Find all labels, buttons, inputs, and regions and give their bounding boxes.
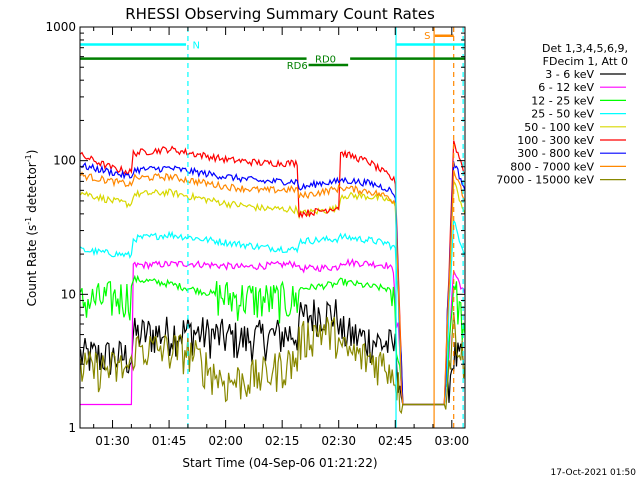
x-tick-label-3: 02:15 xyxy=(265,434,300,448)
series-line-8 xyxy=(79,312,466,415)
series-line-7 xyxy=(79,170,466,406)
y-tick-label-0: 1 xyxy=(68,421,76,435)
x-tick-label-2: 02:00 xyxy=(208,434,243,448)
x-axis-label: Start Time (04-Sep-06 01:21:22) xyxy=(182,456,377,470)
legend-entry-1: 6 - 12 keV xyxy=(538,81,594,94)
legend-entry-2: 12 - 25 keV xyxy=(531,94,594,107)
legend-entry-3: 25 - 50 keV xyxy=(531,108,594,121)
decim-bar-label-1: RD6 xyxy=(287,61,308,72)
legend-header-1: Det 1,3,4,5,6,9, xyxy=(542,42,628,55)
legend-entry-6: 300 - 800 keV xyxy=(517,147,594,160)
saa-bar-label-0: S xyxy=(424,31,430,42)
x-tick-label-0: 01:30 xyxy=(95,434,130,448)
y-axis-label-main: Count Rate (s xyxy=(25,225,39,307)
y-axis-label-sup1: -1 xyxy=(24,217,33,225)
y-axis-label-mid: detector xyxy=(25,162,39,217)
chart-title: RHESSI Observing Summary Count Rates xyxy=(125,5,435,23)
y-tick-label-3: 1000 xyxy=(45,20,76,34)
series-line-0 xyxy=(79,299,466,406)
legend-entry-4: 50 - 100 keV xyxy=(524,121,594,134)
axes-frame xyxy=(79,26,466,429)
legend-entry-7: 800 - 7000 keV xyxy=(510,160,594,173)
decim-bar-label-0: RD0 xyxy=(315,55,336,66)
y-tick-label-1: 10 xyxy=(61,287,76,301)
series-line-6 xyxy=(80,161,466,406)
x-tick-label-6: 03:00 xyxy=(435,434,470,448)
x-tick-label-4: 02:30 xyxy=(321,434,356,448)
legend-entry-8: 7000 - 15000 keV xyxy=(496,174,594,187)
legend-entry-0: 3 - 6 keV xyxy=(545,68,594,81)
footer-timestamp: 17-Oct-2021 01:50 xyxy=(551,468,637,478)
legend-entry-5: 100 - 300 keV xyxy=(517,134,594,147)
y-axis-label-end: ) xyxy=(25,150,39,155)
y-tick-label-2: 100 xyxy=(53,154,76,168)
x-tick-label-5: 02:45 xyxy=(378,434,413,448)
legend-header-2: FDecim 1, Att 0 xyxy=(543,55,628,68)
y-axis-label: Count Rate (s-1 detector-1) xyxy=(24,150,39,307)
y-axis-label-sup2: -1 xyxy=(24,154,33,162)
plot-area: N S RD0 RD6 1 10 100 1000 01:30 01:45 02:00 02:15 02… xyxy=(45,20,469,448)
x-tick-label-1: 01:45 xyxy=(152,434,187,448)
night-bar-label-0: N xyxy=(192,40,199,51)
